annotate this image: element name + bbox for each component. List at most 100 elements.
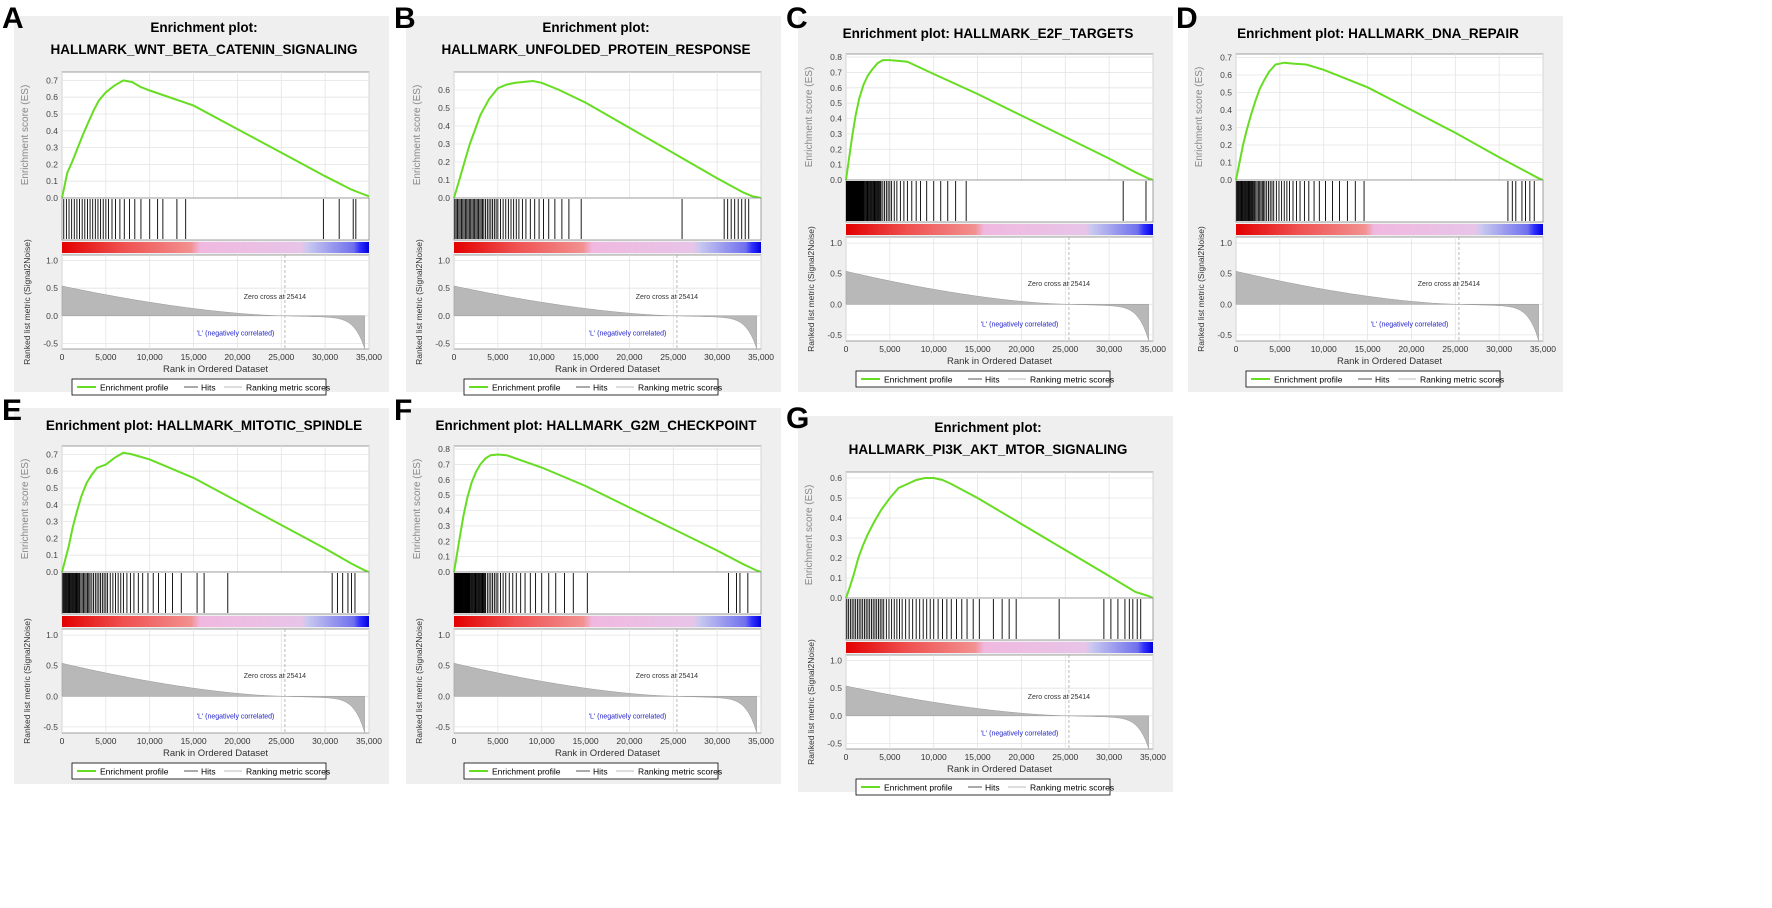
x-tick-label: 15,000 xyxy=(965,752,991,762)
ranking-metric-area xyxy=(453,662,757,733)
enrichment-profile-line xyxy=(1235,61,1544,181)
panel-a: A Enrichment plot: HALLMARK_WNT_BETA_CATEN… xyxy=(2,2,448,448)
gsea-plot: Enrichment plot: HALLMARK_E2F_TARGETS 0.0… xyxy=(804,26,1166,388)
metric-tick-label: 1.0 xyxy=(46,256,58,266)
es-plot-area xyxy=(845,471,1154,599)
x-tick-label: 30,000 xyxy=(704,352,730,362)
x-axis-label: Rank in Ordered Dataset xyxy=(555,364,660,375)
metric-tick-label: 0.5 xyxy=(830,269,842,279)
gsea-plot: Enrichment plot: HALLMARK_DNA_REPAIR 0.0 0… xyxy=(1194,26,1556,388)
es-tick-label: 0.3 xyxy=(438,521,450,531)
negative-correlation-label: 'L' (negatively correlated) xyxy=(1371,321,1449,328)
es-tick-label: 0.3 xyxy=(830,129,842,139)
metric-tick-label: 1.0 xyxy=(830,238,842,248)
es-tick-label: 0.8 xyxy=(438,444,450,454)
legend-label-enrichment-profile: Enrichment profile xyxy=(1274,375,1343,385)
zero-cross-label: Zero cross at 25414 xyxy=(244,673,306,680)
chart-title: Enrichment plot: HALLMARK_E2F_TARGETS xyxy=(843,26,1134,41)
x-tick-label: 25,000 xyxy=(1052,752,1078,762)
negative-correlation-label: 'L' (negatively correlated) xyxy=(589,331,667,338)
es-tick-label: 0.6 xyxy=(46,92,58,102)
x-tick-label: 5,000 xyxy=(487,736,509,746)
es-tick-label: 0.4 xyxy=(438,121,450,131)
metric-axis-label: Ranked list metric (Signal2Noise) xyxy=(22,618,32,744)
metric-tick-label: -0.5 xyxy=(43,338,58,348)
x-tick-label: 5,000 xyxy=(487,352,509,362)
panel-c: C Enrichment plot: HALLMARK_E2F_TARGETS 0.… xyxy=(786,2,1232,448)
ranked-gradient-bar xyxy=(62,616,369,627)
x-tick-label: 30,000 xyxy=(312,736,338,746)
x-tick-label: 10,000 xyxy=(529,352,555,362)
es-tick-label: 0.1 xyxy=(46,550,58,560)
es-tick-label: 0.0 xyxy=(438,567,450,577)
x-tick-label: 30,000 xyxy=(312,352,338,362)
x-tick-label: 20,000 xyxy=(616,736,642,746)
zero-cross-label: Zero cross at 25414 xyxy=(1028,281,1090,288)
es-tick-label: 0.1 xyxy=(1220,158,1232,168)
legend-label-enrichment-profile: Enrichment profile xyxy=(100,383,169,393)
legend-label-enrichment-profile: Enrichment profile xyxy=(100,767,169,777)
metric-tick-label: 0.0 xyxy=(46,311,58,321)
x-tick-label: 0 xyxy=(60,736,65,746)
metric-tick-label: 1.0 xyxy=(1220,238,1232,248)
enrichment-profile-line xyxy=(61,451,370,573)
x-tick-label: 10,000 xyxy=(921,344,947,354)
panel-f: F Enrichment plot: HALLMARK_G2M_CHECKPOIN… xyxy=(394,394,840,840)
metric-tick-label: -0.5 xyxy=(435,338,450,348)
metric-tick-label: 1.0 xyxy=(438,256,450,266)
es-tick-label: 0.4 xyxy=(438,506,450,516)
x-tick-label: 25,000 xyxy=(1052,344,1078,354)
x-axis-label: Rank in Ordered Dataset xyxy=(1337,356,1442,367)
es-tick-label: 0.3 xyxy=(1220,123,1232,133)
es-tick-label: 0.2 xyxy=(438,157,450,167)
x-tick-label: 20,000 xyxy=(1398,344,1424,354)
enrichment-profile-line xyxy=(453,453,762,573)
x-tick-label: 35,000 xyxy=(1140,752,1166,762)
x-tick-label: 30,000 xyxy=(1096,752,1122,762)
zero-cross-label: Zero cross at 25414 xyxy=(1418,281,1480,288)
legend-label-enrichment-profile: Enrichment profile xyxy=(492,767,561,777)
x-tick-label: 30,000 xyxy=(704,736,730,746)
es-axis-label: Enrichment score (ES) xyxy=(20,85,31,186)
x-axis-label: Rank in Ordered Dataset xyxy=(947,764,1052,775)
x-tick-label: 35,000 xyxy=(1530,344,1556,354)
metric-tick-label: 1.0 xyxy=(46,630,58,640)
es-tick-label: 0.4 xyxy=(830,513,842,523)
panel-label: A xyxy=(2,2,24,35)
panel-e: E Enrichment plot: HALLMARK_MITOTIC_SPIND… xyxy=(2,394,448,840)
x-tick-label: 10,000 xyxy=(921,752,947,762)
x-tick-label: 15,000 xyxy=(181,736,207,746)
x-tick-label: 0 xyxy=(452,736,457,746)
es-tick-label: 0.7 xyxy=(438,459,450,469)
x-tick-label: 20,000 xyxy=(224,736,250,746)
es-tick-label: 0.0 xyxy=(438,193,450,203)
negative-correlation-label: 'L' (negatively correlated) xyxy=(197,331,275,338)
legend-label-hits: Hits xyxy=(201,383,216,393)
ranked-gradient-bar xyxy=(846,642,1153,653)
metric-tick-label: 0.0 xyxy=(830,299,842,309)
es-tick-label: 0.3 xyxy=(438,139,450,149)
ranked-gradient-bar xyxy=(1236,224,1543,235)
es-tick-label: 0.5 xyxy=(46,109,58,119)
chart-title-line1: Enrichment plot: xyxy=(934,420,1041,435)
es-tick-label: 0.1 xyxy=(438,175,450,185)
x-tick-label: 5,000 xyxy=(1269,344,1291,354)
x-tick-label: 20,000 xyxy=(616,352,642,362)
es-tick-label: 0.0 xyxy=(830,593,842,603)
es-tick-label: 0.0 xyxy=(46,567,58,577)
chart-title-line2: HALLMARK_UNFOLDED_PROTEIN_RESPONSE xyxy=(441,42,750,57)
legend-label-hits: Hits xyxy=(985,783,1000,793)
x-tick-label: 25,000 xyxy=(660,352,686,362)
ranked-gradient-bar xyxy=(454,242,761,253)
negative-correlation-label: 'L' (negatively correlated) xyxy=(981,731,1059,738)
legend-box xyxy=(855,370,1111,388)
panel-d: D Enrichment plot: HALLMARK_DNA_REPAIR 0.0… xyxy=(1176,2,1622,448)
ranking-metric-area xyxy=(845,270,1149,341)
es-tick-label: 0.0 xyxy=(1220,175,1232,185)
x-tick-label: 15,000 xyxy=(1355,344,1381,354)
x-tick-label: 0 xyxy=(844,752,849,762)
legend-label-hits: Hits xyxy=(985,375,1000,385)
chart-title: Enrichment plot: HALLMARK_G2M_CHECKPOINT xyxy=(435,418,757,433)
x-tick-label: 25,000 xyxy=(1442,344,1468,354)
x-axis-label: Rank in Ordered Dataset xyxy=(555,748,660,759)
